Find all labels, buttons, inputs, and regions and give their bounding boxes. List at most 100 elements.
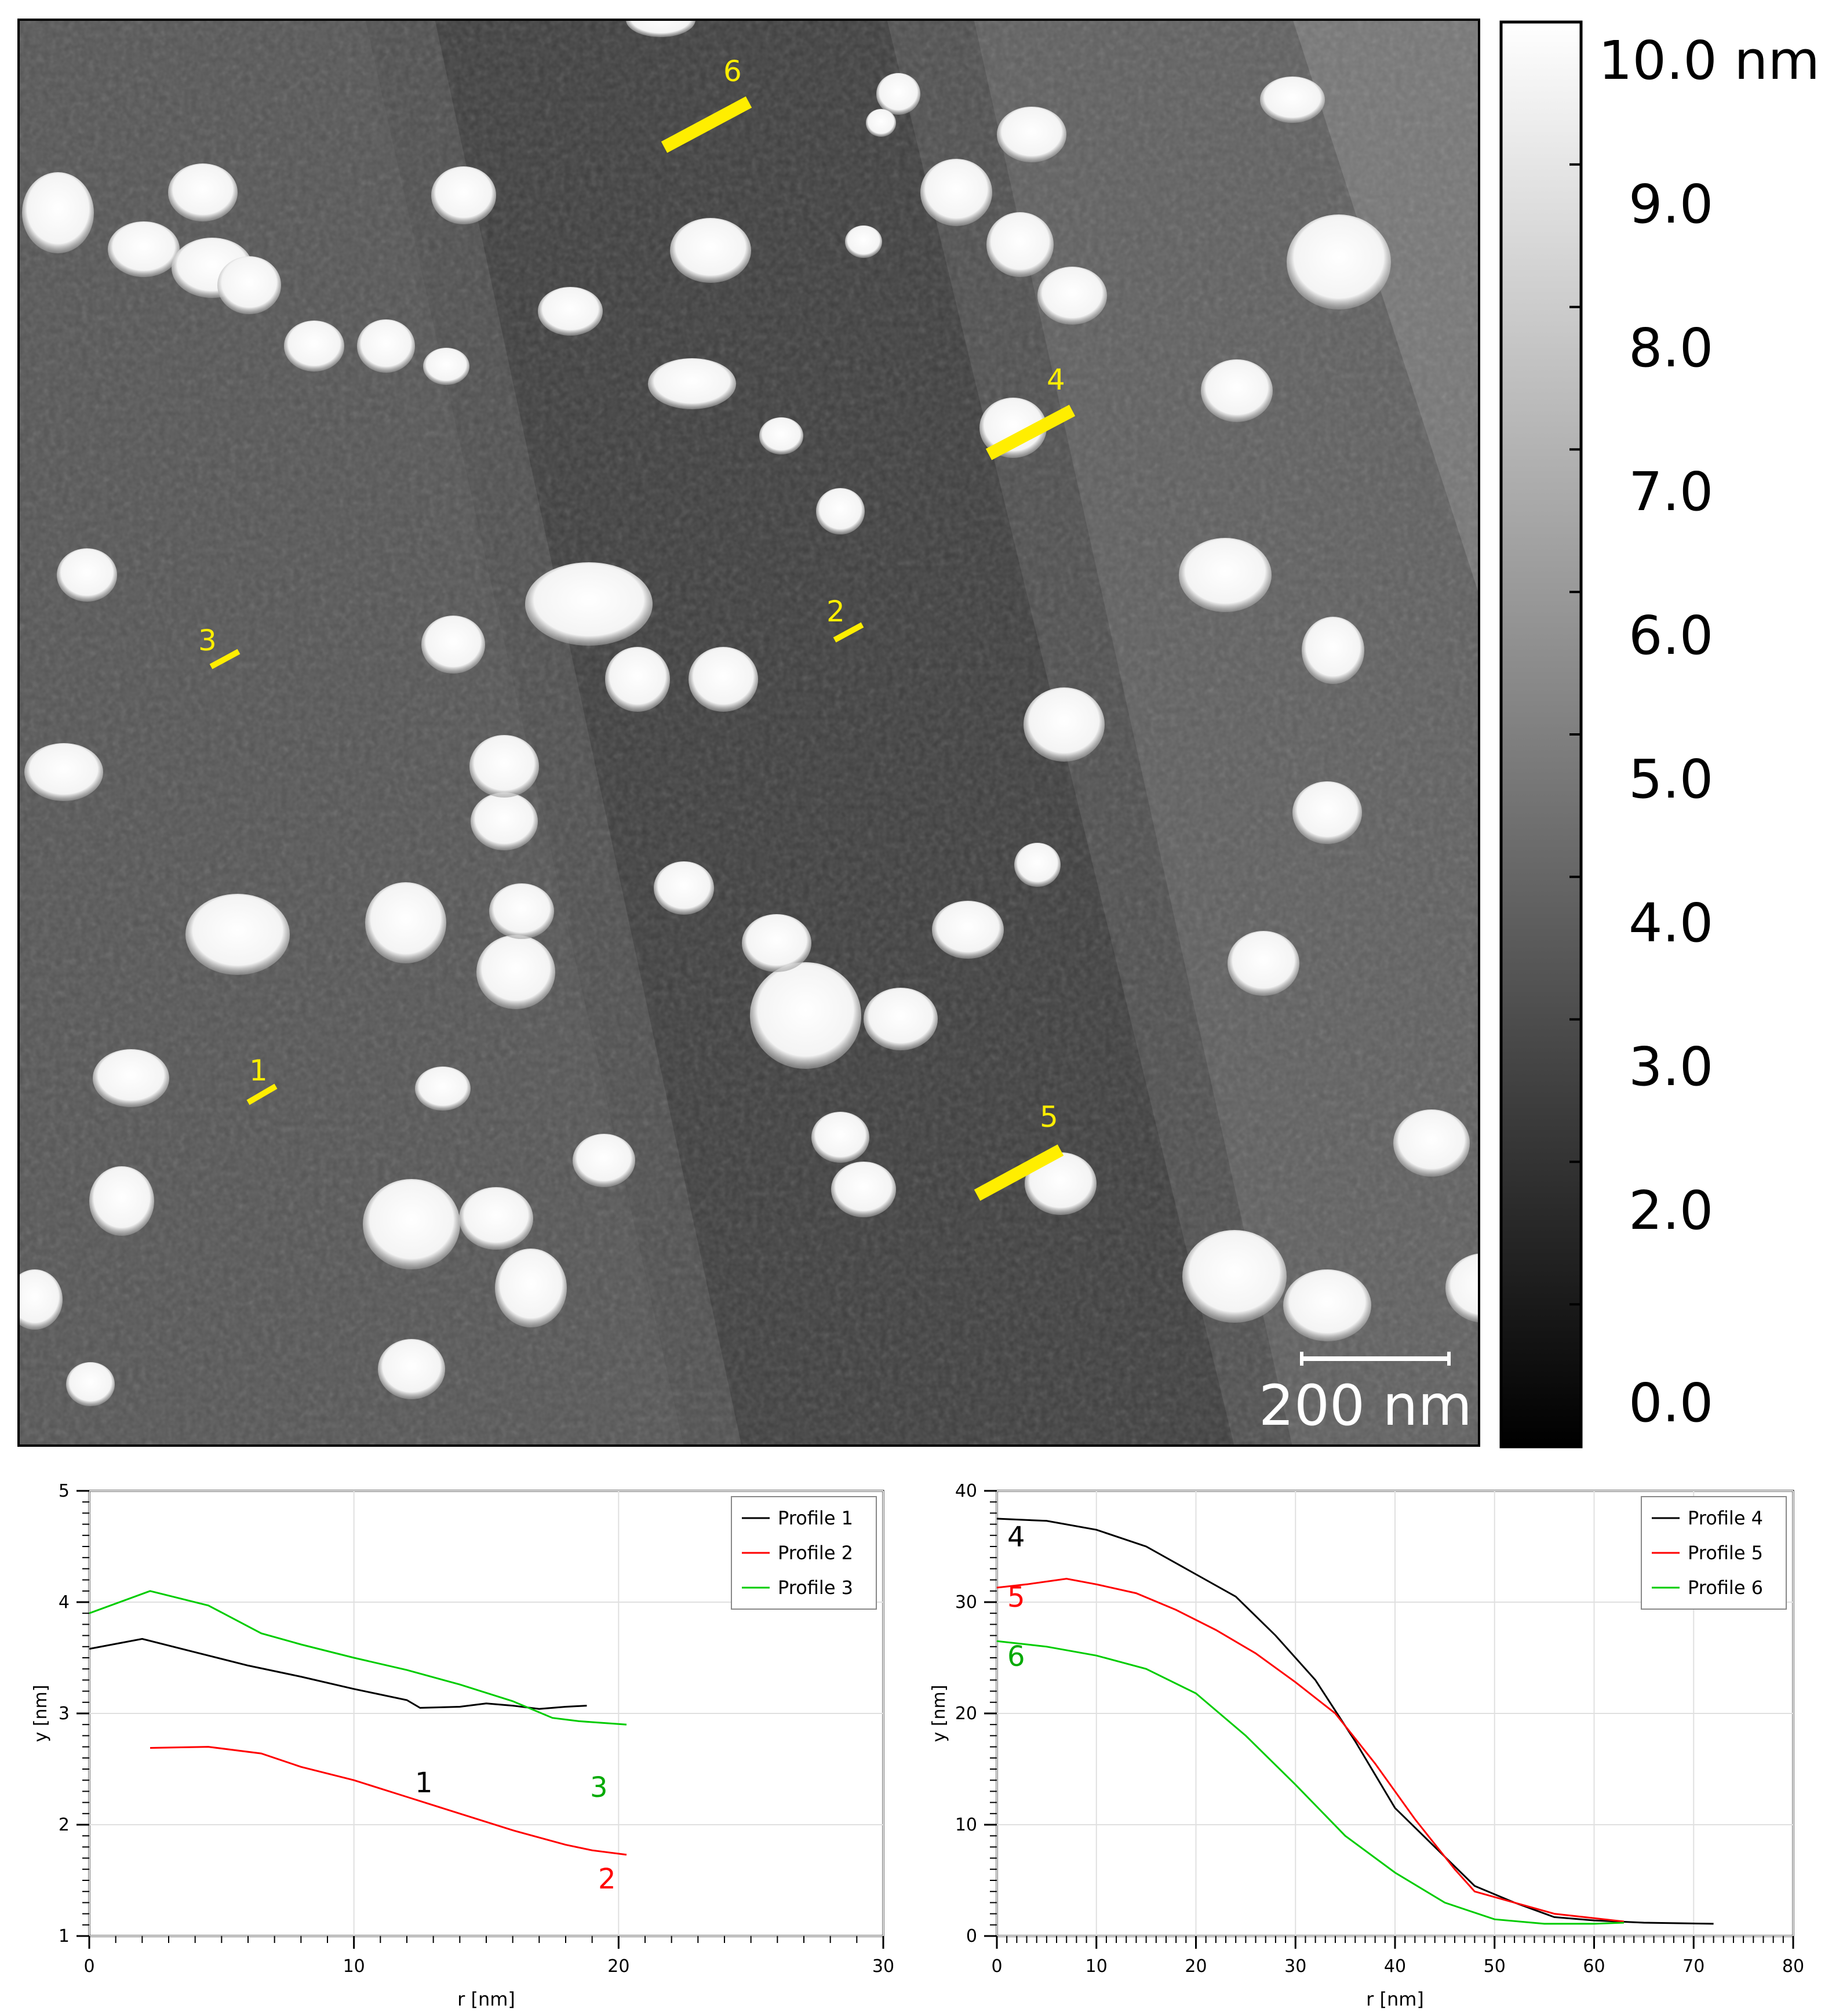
nanoparticle bbox=[750, 962, 861, 1069]
nanoparticle bbox=[986, 212, 1054, 277]
nanoparticle bbox=[17, 1269, 63, 1330]
x-tick-label: 10 bbox=[343, 1956, 365, 1977]
nanoparticle bbox=[415, 1067, 471, 1111]
colorbar-tick-label-7: 7.0 bbox=[1629, 461, 1713, 523]
nanoparticle bbox=[185, 894, 290, 975]
colorbar-tick-label-2: 2.0 bbox=[1629, 1180, 1713, 1242]
colorbar-tick-label-9: 9.0 bbox=[1629, 173, 1713, 235]
series-line-profile-3 bbox=[89, 1590, 627, 1726]
y-tick-label: 2 bbox=[59, 1815, 70, 1835]
x-axis-label-left: r [nm] bbox=[457, 1988, 515, 2010]
y-axis-label-right: y [nm] bbox=[929, 1685, 949, 1742]
colorbar: 10.0 nm 9.0 8.0 7.0 6.0 5.0 4.0 3.0 2.0 … bbox=[1499, 20, 1820, 1449]
axes-left: 0 10 20 30 1 2 3 4 5 bbox=[59, 1481, 894, 1977]
nanoparticle bbox=[57, 548, 117, 602]
profile-marker-3: 3 bbox=[198, 624, 241, 669]
y-tick-label: 3 bbox=[59, 1704, 70, 1724]
x-tick-label: 0 bbox=[991, 1956, 1002, 1977]
legend-entry-profile-1: Profile 1 bbox=[778, 1507, 853, 1529]
nanoparticle bbox=[431, 166, 496, 224]
y-axis-label-left: y [nm] bbox=[31, 1685, 51, 1742]
nanoparticle bbox=[932, 901, 1004, 959]
nanoparticle bbox=[363, 1179, 460, 1269]
y-tick-label: 0 bbox=[966, 1926, 977, 1946]
nanoparticle bbox=[689, 647, 758, 712]
profile-marker-label-5: 5 bbox=[1040, 1100, 1058, 1134]
x-tick-label: 50 bbox=[1484, 1956, 1506, 1977]
x-tick-label: 70 bbox=[1682, 1956, 1705, 1977]
y-tick-label: 40 bbox=[955, 1481, 977, 1501]
nanoparticle bbox=[24, 743, 103, 801]
legend-entry-profile-5: Profile 5 bbox=[1688, 1542, 1763, 1564]
nanoparticle bbox=[1292, 781, 1362, 844]
profile-marker-6: 6 bbox=[661, 54, 752, 153]
nanoparticle bbox=[864, 988, 938, 1050]
nanoparticle bbox=[1014, 843, 1061, 887]
x-tick-label: 20 bbox=[607, 1956, 629, 1977]
nanoparticle bbox=[93, 1049, 169, 1107]
axes-right: 0 10 20 30 40 50 60 70 80 0 10 20 30 40 bbox=[955, 1481, 1804, 1977]
nanoparticle bbox=[423, 348, 469, 385]
nanoparticle bbox=[876, 73, 920, 115]
x-tick-label: 30 bbox=[1284, 1956, 1306, 1977]
nanoparticle bbox=[1025, 1152, 1097, 1215]
nanoparticle bbox=[459, 1187, 533, 1250]
legend-entry-profile-6: Profile 6 bbox=[1688, 1577, 1763, 1599]
nanoparticle bbox=[573, 1134, 635, 1187]
profile-plot-left: 0 10 20 30 1 2 3 4 5 y [nm] r [nm] 1 2 3 Profile… bbox=[31, 1481, 894, 2010]
nanoparticle bbox=[378, 1339, 445, 1399]
series-label-5: 5 bbox=[1007, 1581, 1025, 1614]
profile-marker-1: 1 bbox=[246, 1054, 278, 1105]
nanoparticle bbox=[605, 647, 670, 712]
colorbar-ticks bbox=[1569, 21, 1581, 1448]
nanoparticle bbox=[365, 882, 446, 963]
nanoparticle bbox=[217, 256, 281, 314]
nanoparticle bbox=[831, 1162, 896, 1217]
nanoparticle bbox=[89, 1166, 154, 1236]
nanoparticle bbox=[1393, 1109, 1470, 1177]
nanoparticle bbox=[538, 287, 603, 336]
nanoparticle bbox=[421, 616, 485, 674]
x-tick-label: 20 bbox=[1185, 1956, 1207, 1977]
nanoparticle bbox=[845, 225, 882, 258]
nanoparticle bbox=[1037, 267, 1107, 325]
nanoparticle bbox=[66, 1362, 115, 1406]
series-label-2: 2 bbox=[598, 1863, 616, 1895]
y-tick-label: 30 bbox=[955, 1592, 977, 1613]
x-tick-label: 10 bbox=[1086, 1956, 1108, 1977]
series-line-profile-1 bbox=[89, 1637, 587, 1710]
nanoparticle bbox=[979, 398, 1047, 458]
nanoparticle bbox=[670, 218, 751, 283]
colorbar-gradient bbox=[1499, 20, 1583, 1449]
legend-entry-profile-3: Profile 3 bbox=[778, 1577, 853, 1599]
nanoparticle bbox=[168, 163, 238, 221]
colorbar-tick-label-0: 0.0 bbox=[1629, 1372, 1713, 1434]
nanoparticle bbox=[1024, 687, 1105, 762]
nanoparticle bbox=[811, 1112, 869, 1163]
nanoparticle bbox=[1302, 617, 1364, 684]
y-tick-label: 20 bbox=[955, 1704, 977, 1724]
nanoparticle bbox=[816, 488, 865, 534]
series-label-4: 4 bbox=[1007, 1521, 1025, 1553]
legend-entry-profile-2: Profile 2 bbox=[778, 1542, 853, 1564]
profile-marker-label-2: 2 bbox=[826, 595, 845, 628]
profile-marker-label-6: 6 bbox=[723, 54, 742, 88]
nanoparticle bbox=[654, 861, 714, 915]
afm-height-image: 200 nm 1 2 3 4 5 6 bbox=[17, 19, 1480, 1447]
nanoparticle bbox=[1283, 1269, 1371, 1341]
legend-left: Profile 1 Profile 2 Profile 3 bbox=[731, 1496, 877, 1610]
series-right bbox=[996, 1518, 1714, 1925]
nanoparticle bbox=[1287, 214, 1391, 310]
profile-marker-label-1: 1 bbox=[249, 1054, 268, 1087]
nanoparticle bbox=[866, 109, 896, 137]
colorbar-tick-label-4: 4.0 bbox=[1629, 892, 1713, 954]
legend-right: Profile 4 Profile 5 Profile 6 bbox=[1641, 1496, 1787, 1610]
colorbar-max-label: 10.0 nm bbox=[1598, 30, 1820, 92]
x-tick-label: 40 bbox=[1384, 1956, 1406, 1977]
series-line-profile-4 bbox=[996, 1518, 1714, 1925]
nanoparticle bbox=[997, 107, 1066, 162]
nanoparticle bbox=[495, 1249, 567, 1327]
nanoparticle bbox=[1228, 931, 1299, 996]
nanoparticle bbox=[1260, 77, 1325, 123]
nanoparticle bbox=[476, 935, 555, 1009]
